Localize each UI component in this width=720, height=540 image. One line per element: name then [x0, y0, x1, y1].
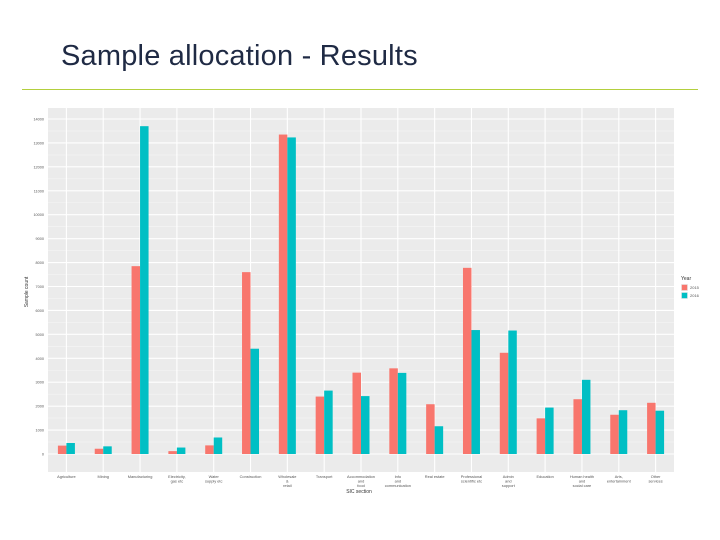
y-tick-label: 7000 [36, 285, 44, 289]
bar-2015-9 [389, 368, 398, 454]
y-tick-label: 10000 [33, 213, 44, 217]
y-tick-label: 1000 [36, 429, 44, 433]
bar-2015-3 [168, 451, 177, 454]
x-tick-label: retail [283, 483, 292, 488]
y-tick-label: 6000 [36, 309, 44, 313]
bar-2016-1 [103, 446, 112, 454]
x-axis-title: SIC section [346, 489, 372, 495]
x-tick-label: Mining [98, 474, 109, 479]
legend-label-2016: 2016 [690, 293, 700, 298]
bar-2015-14 [573, 399, 582, 454]
x-tick-label: entertainment [607, 479, 632, 484]
x-tick-label: Professional [461, 474, 483, 479]
x-tick-label: support [502, 483, 516, 488]
bar-2015-6 [278, 134, 288, 454]
x-tick-label: Electricity, [168, 474, 185, 479]
bar-2015-7 [315, 396, 325, 454]
bar-2015-12 [499, 352, 509, 454]
legend-title: Year [681, 276, 691, 282]
bar-2016-11 [471, 330, 480, 454]
bar-2015-5 [242, 272, 251, 454]
x-tick-label: Real estate [425, 474, 445, 479]
y-tick-label: 2000 [36, 405, 44, 409]
legend-key-2016 [681, 292, 688, 299]
bar-2015-10 [426, 404, 435, 454]
x-tick-label: services [648, 479, 662, 484]
y-tick-label: 13000 [33, 141, 44, 145]
legend-key-2015 [681, 284, 688, 291]
bar-2016-10 [434, 426, 444, 454]
y-tick-label: 4000 [36, 357, 44, 361]
x-tick-label: supply etc [205, 479, 223, 484]
y-axis-title: Sample count [24, 276, 30, 307]
x-tick-label: food [357, 483, 365, 488]
bar-2016-13 [545, 407, 554, 454]
bar-2016-14 [581, 379, 591, 454]
x-tick-label: scientific etc [461, 479, 482, 484]
y-tick-label: 5000 [36, 333, 44, 337]
x-tick-label: communication [385, 483, 411, 488]
bar-chart: 0 1000 2000 3000 4000 5000 6000 7000 8000 9000 100… [24, 108, 700, 495]
bar-2016-12 [508, 330, 517, 454]
x-tick-label: Arts, [615, 474, 623, 479]
x-tick-label: Water [209, 474, 220, 479]
y-tick-label: 14000 [33, 118, 44, 122]
bar-2015-1 [94, 448, 104, 454]
bar-2015-13 [536, 418, 546, 454]
bar-2016-3 [176, 447, 186, 454]
x-tick-label: Construction [240, 474, 262, 479]
bar-2016-0 [66, 442, 75, 454]
bar-2016-6 [287, 137, 296, 455]
legend-label-2015: 2015 [690, 285, 700, 290]
x-tick-label: social care [573, 483, 592, 488]
bar-2016-15 [618, 410, 628, 454]
bar-2015-15 [610, 414, 619, 454]
y-tick-label: 8000 [36, 261, 44, 265]
bar-2016-5 [250, 348, 260, 454]
x-tick-label: and [358, 479, 365, 484]
bar-2015-16 [647, 402, 656, 454]
bar-2016-7 [324, 390, 333, 454]
y-tick-label: 9000 [36, 237, 44, 241]
x-tick-label: & [286, 479, 289, 484]
x-tick-label: and [395, 479, 402, 484]
y-tick-label: 3000 [36, 381, 44, 385]
slide-title: Sample allocation - Results [61, 40, 418, 72]
bar-2016-2 [140, 126, 149, 454]
bar-2015-0 [57, 445, 67, 454]
bar-2015-4 [205, 445, 214, 454]
x-tick-label: Info [395, 474, 402, 479]
x-tick-label: and [505, 479, 512, 484]
x-tick-label: Accommodation [347, 474, 375, 479]
x-tick-label: Other [651, 474, 661, 479]
x-tick-label: Admin [503, 474, 514, 479]
bar-2015-11 [462, 267, 472, 454]
bar-2015-8 [352, 372, 361, 454]
x-tick-label: and [579, 479, 586, 484]
x-tick-label: Agriculture [57, 474, 76, 479]
x-tick-label: Education [536, 474, 553, 479]
bar-2016-9 [397, 372, 407, 454]
x-tick-label: Human health [570, 474, 594, 479]
x-tick-label: Manufacturing [128, 474, 153, 479]
bar-2016-8 [361, 396, 370, 454]
x-tick-label: gas etc [171, 479, 184, 484]
bar-2016-16 [655, 410, 665, 454]
title-divider [22, 89, 698, 90]
x-tick-label: Wholesale [278, 474, 296, 479]
y-tick-label: 12000 [33, 165, 44, 169]
y-tick-label: 0 [42, 453, 44, 457]
bar-2015-2 [131, 266, 141, 454]
y-tick-label: 11000 [34, 189, 44, 193]
x-tick-label: Transport [316, 474, 333, 479]
bar-2016-4 [213, 437, 223, 454]
